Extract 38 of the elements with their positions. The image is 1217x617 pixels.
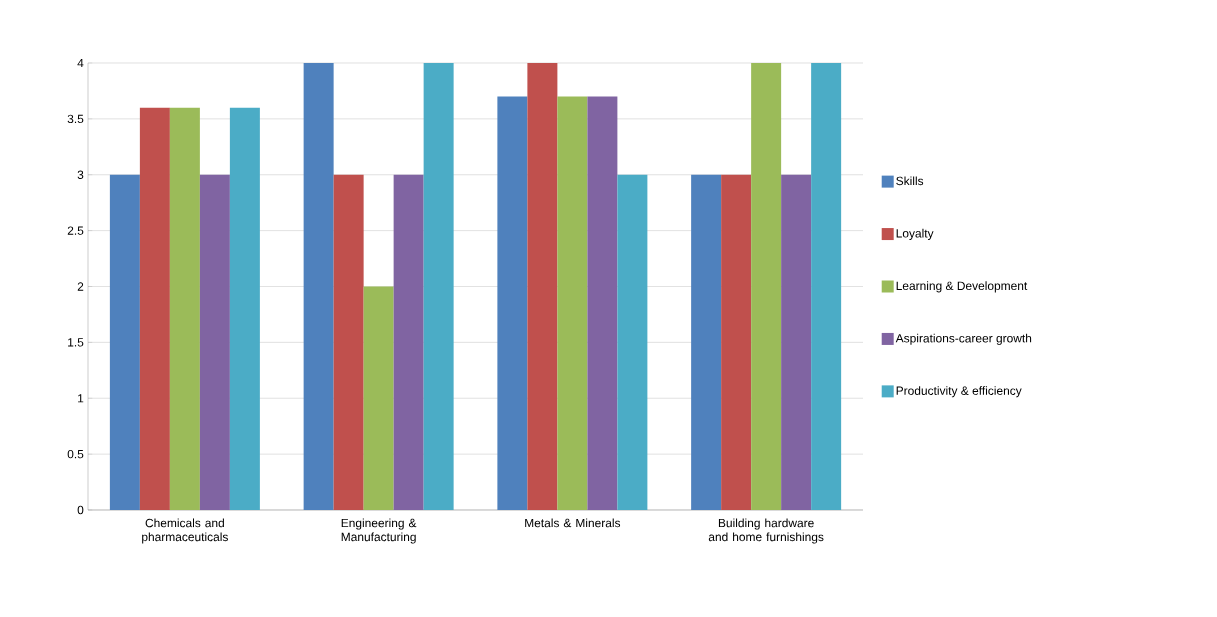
- y-tick-label: 1.5: [68, 338, 84, 347]
- y-tick-label: 4: [77, 58, 84, 68]
- x-tick-label: Engineering & Manufacturing: [341, 518, 417, 544]
- y-tick-label: 3.5: [67, 114, 84, 124]
- x-tick-label: Metals & Minerals: [525, 518, 621, 528]
- y-tick-label: 2: [77, 282, 84, 291]
- bar: [363, 286, 394, 510]
- bar: [229, 107, 260, 510]
- bar: [303, 62, 334, 510]
- y-tick-label: 0: [77, 505, 84, 515]
- bar: [497, 96, 528, 510]
- legend-label: Loyalty: [896, 228, 934, 240]
- y-tick-label: 0.5: [67, 449, 84, 459]
- bar: [333, 174, 364, 510]
- bar: [691, 174, 722, 510]
- y-tick-label: 2.5: [67, 226, 84, 235]
- bar: [139, 107, 170, 510]
- bar: [423, 62, 454, 510]
- x-tick-label: Building hardware and home furnishings: [708, 518, 824, 544]
- y-tick-label: 3: [77, 170, 84, 179]
- bar: [587, 96, 618, 510]
- bar: [721, 174, 752, 510]
- legend-label: Skills: [896, 176, 924, 186]
- bar: [109, 174, 140, 510]
- bar: [199, 174, 230, 510]
- bar: [751, 62, 782, 510]
- y-tick-label: 1: [78, 394, 84, 403]
- legend-label: Productivity & efficiency: [896, 386, 1022, 398]
- bar: [617, 174, 648, 510]
- bar: [811, 62, 842, 510]
- bar: [527, 62, 558, 510]
- legend-label: Learning & Development: [896, 281, 1028, 293]
- bar: [393, 174, 424, 510]
- bar: [169, 107, 200, 510]
- bar: [557, 96, 588, 510]
- legend-label: Aspirations-career growth: [895, 333, 1032, 345]
- bar: [781, 174, 812, 510]
- x-tick-label: Chemicals and pharmaceuticals: [142, 518, 228, 544]
